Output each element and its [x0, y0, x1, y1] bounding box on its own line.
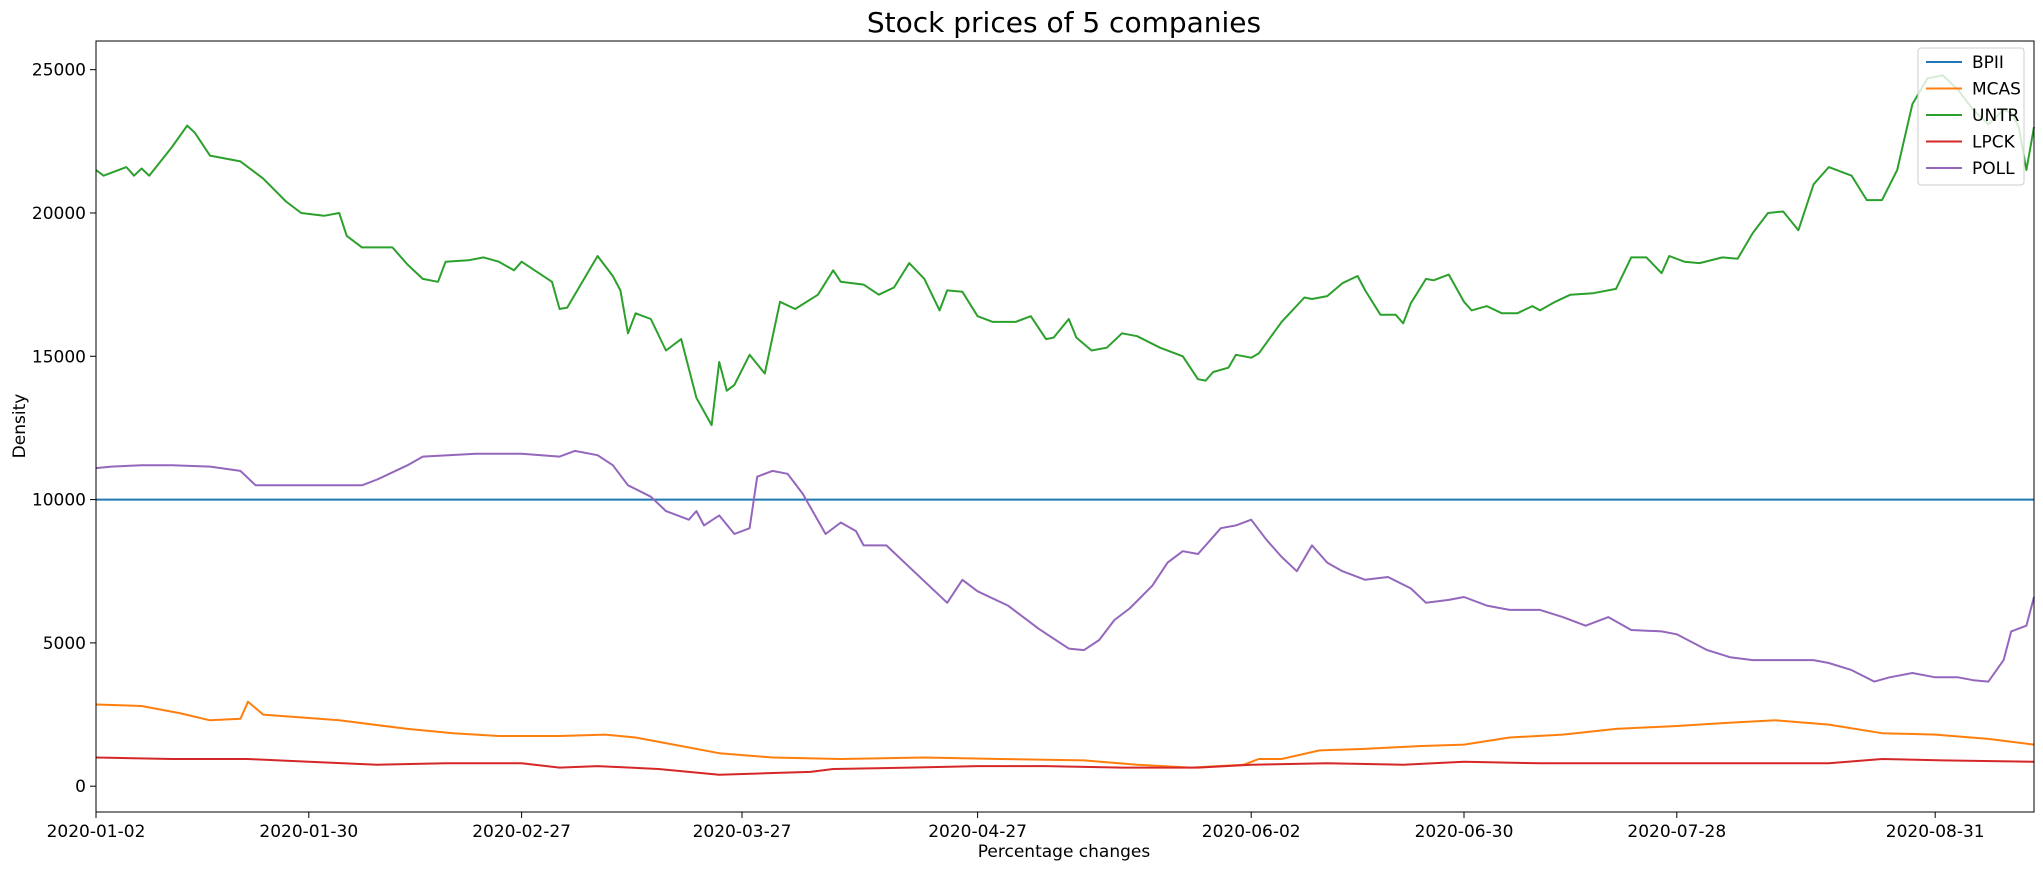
x-tick-label: 2020-03-27 — [693, 822, 792, 842]
chart-title: Stock prices of 5 companies — [867, 6, 1261, 39]
legend-label-untr: UNTR — [1972, 106, 2020, 126]
x-tick-label: 2020-02-27 — [472, 822, 571, 842]
series-layer — [95, 74, 2035, 776]
x-axis: 2020-01-02 2020-01-30 2020-02-27 2020-03-27… — [47, 812, 1985, 842]
y-tick-label: 25000 — [32, 61, 86, 81]
x-tick-label: 2020-04-27 — [928, 822, 1027, 842]
legend-label-poll: POLL — [1972, 159, 2015, 179]
x-tick-label: 2020-07-28 — [1627, 822, 1726, 842]
y-tick-label: 15000 — [32, 347, 86, 367]
legend-label-bpii: BPII — [1972, 53, 2004, 73]
y-axis-label: Density — [10, 394, 30, 459]
series-line-lpck — [95, 756, 2035, 776]
plot-frame — [95, 40, 2035, 813]
series-line-mcas — [95, 700, 2035, 769]
x-tick-label: 2020-08-31 — [1886, 822, 1985, 842]
series-line-untr — [95, 74, 2035, 427]
x-tick-label: 2020-01-02 — [47, 822, 146, 842]
y-axis: 0 5000 10000 15000 20000 25000 — [32, 61, 96, 797]
legend-label-lpck: LPCK — [1972, 133, 2016, 153]
x-tick-label: 2020-06-30 — [1415, 822, 1514, 842]
plot-area — [95, 40, 2035, 813]
x-tick-label: 2020-01-30 — [259, 822, 358, 842]
x-axis-label: Percentage changes — [978, 842, 1151, 862]
legend-label-mcas: MCAS — [1972, 80, 2021, 100]
y-tick-label: 0 — [75, 777, 86, 797]
legend-box — [1917, 47, 2025, 186]
y-tick-label: 10000 — [32, 491, 86, 511]
legend: BPII MCAS UNTR LPCK POLL — [1917, 47, 2025, 186]
y-tick-label: 20000 — [32, 204, 86, 224]
x-tick-label: 2020-06-02 — [1202, 822, 1301, 842]
series-line-poll — [95, 449, 2035, 683]
y-tick-label: 5000 — [43, 634, 86, 654]
